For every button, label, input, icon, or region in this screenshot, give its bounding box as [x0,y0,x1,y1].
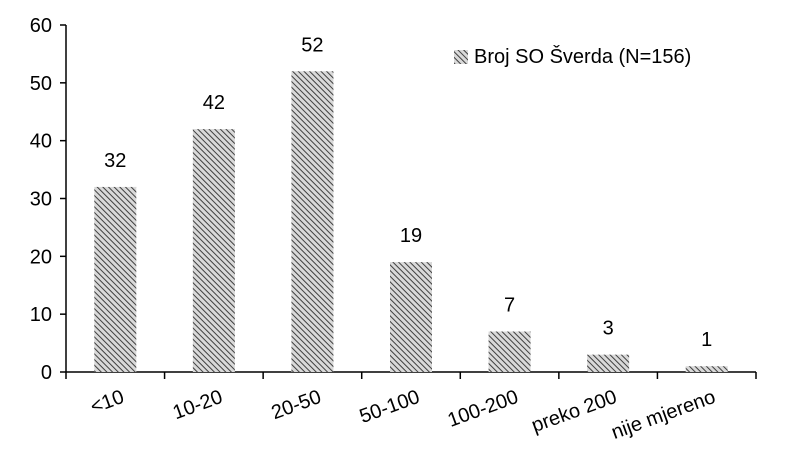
data-label: 7 [504,295,515,317]
data-label: 1 [701,329,712,351]
data-labels: 32 42 52 19 7 3 1 [104,34,712,351]
x-tick-label: <10 [88,386,127,418]
y-tick-label: 50 [30,73,52,95]
y-tick-label: 40 [30,131,52,153]
bar [94,186,137,372]
y-tick-label: 10 [30,304,52,326]
data-label: 3 [603,318,614,340]
bar [192,129,235,372]
x-tick-label: 10-20 [170,386,226,424]
legend-swatch [454,50,468,64]
data-label: 42 [203,92,225,114]
axes: 0 10 20 30 40 50 60 <10 10-20 20-50 50-100 100-200 p… [30,15,757,444]
x-tick-label: 20-50 [269,386,325,424]
y-tick-label: 20 [30,246,52,268]
bar [587,354,630,372]
x-tick-label: nije mjereno [609,386,719,444]
legend-label: Broj SO Šverda (N=156) [474,45,691,68]
bar [488,331,531,372]
y-tick-label: 0 [41,362,52,384]
y-tick-label: 60 [30,15,52,37]
bars [94,71,728,373]
x-tick-label: 50-100 [357,386,423,428]
data-label: 32 [104,150,126,172]
bar [390,262,432,372]
legend: Broj SO Šverda (N=156) [454,45,691,68]
bar [685,366,728,372]
x-tick-label: 100-200 [445,386,522,432]
data-label: 52 [301,34,323,56]
y-tick-label: 30 [30,189,52,211]
bar [291,71,334,373]
x-tick-label: preko 200 [529,386,620,437]
data-label: 19 [400,225,422,247]
